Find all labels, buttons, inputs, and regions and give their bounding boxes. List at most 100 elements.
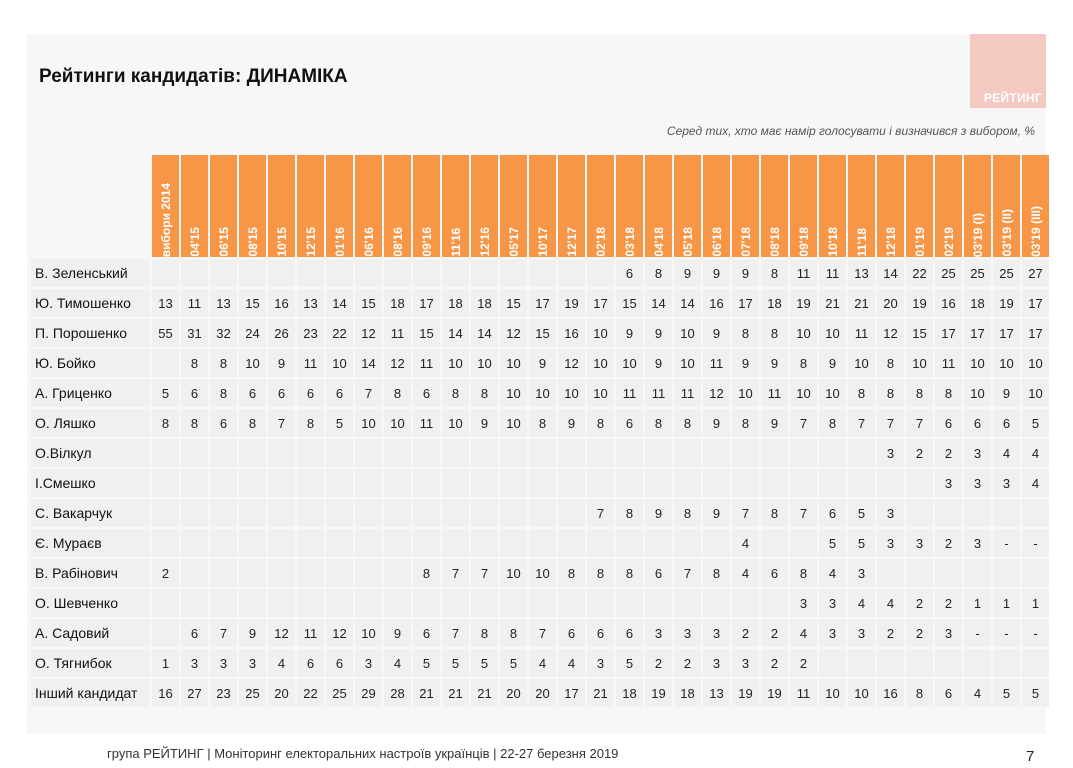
rating-cell [674, 469, 701, 497]
rating-cell [355, 499, 382, 527]
rating-cell [993, 559, 1020, 587]
rating-cell: 9 [703, 499, 730, 527]
column-header: 12'15 [297, 155, 324, 257]
rating-cell: 6 [297, 649, 324, 677]
column-header-label: 08'15 [245, 227, 260, 257]
rating-cell: 11 [790, 259, 817, 287]
rating-cell: 3 [239, 649, 266, 677]
rating-cell: 3 [964, 529, 991, 557]
rating-cell [384, 259, 411, 287]
rating-cell: 8 [877, 379, 904, 407]
rating-cell: 9 [645, 499, 672, 527]
rating-cell: 17 [1022, 319, 1049, 347]
rating-cell [384, 499, 411, 527]
rating-cell: 11 [384, 319, 411, 347]
rating-cell: 25 [964, 259, 991, 287]
rating-cell [819, 469, 846, 497]
rating-cell [761, 469, 788, 497]
rating-cell [239, 559, 266, 587]
rating-cell [935, 649, 962, 677]
rating-cell: 6 [587, 619, 614, 647]
rating-cell [790, 529, 817, 557]
rating-cell [442, 469, 469, 497]
column-header-label: 04'15 [187, 227, 202, 257]
candidate-name: О. Ляшко [31, 409, 150, 437]
rating-cell: 10 [355, 619, 382, 647]
rating-cell [616, 589, 643, 617]
rating-cell: 16 [558, 319, 585, 347]
rating-cell [703, 589, 730, 617]
rating-cell [326, 259, 353, 287]
candidate-name: О.Вілкул [31, 439, 150, 467]
column-header: 12'17 [558, 155, 585, 257]
rating-cell: 17 [413, 289, 440, 317]
rating-cell: 13 [210, 289, 237, 317]
rating-cell: 2 [761, 649, 788, 677]
column-header: 05'17 [500, 155, 527, 257]
rating-cell: 7 [442, 619, 469, 647]
rating-cell: 12 [703, 379, 730, 407]
rating-cell: - [993, 529, 1020, 557]
rating-cell [239, 469, 266, 497]
rating-cell: 1 [993, 589, 1020, 617]
rating-cell [645, 529, 672, 557]
column-header: 05'18 [674, 155, 701, 257]
rating-cell [210, 589, 237, 617]
rating-cell [355, 439, 382, 467]
rating-cell: 17 [964, 319, 991, 347]
column-header-label: 02'19 [941, 227, 956, 257]
rating-cell: 19 [761, 679, 788, 707]
rating-cell: 25 [326, 679, 353, 707]
rating-cell: 8 [790, 349, 817, 377]
rating-cell: 6 [558, 619, 585, 647]
rating-cell [268, 589, 295, 617]
rating-cell: 14 [355, 349, 382, 377]
rating-cell: 5 [326, 409, 353, 437]
rating-cell: 8 [239, 409, 266, 437]
rating-cell: 21 [587, 679, 614, 707]
rating-cell [442, 499, 469, 527]
column-header: 08'16 [384, 155, 411, 257]
rating-cell [239, 259, 266, 287]
rating-cell [558, 589, 585, 617]
rating-cell: 9 [558, 409, 585, 437]
rating-cell: 22 [906, 259, 933, 287]
column-header-label: 01'16 [332, 227, 347, 257]
rating-cell: 3 [964, 439, 991, 467]
candidate-name: С. Вакарчук [31, 499, 150, 527]
rating-cell [181, 469, 208, 497]
rating-cell: 5 [442, 649, 469, 677]
rating-cell: 8 [587, 409, 614, 437]
rating-cell: 4 [732, 529, 759, 557]
rating-cell: 9 [384, 619, 411, 647]
column-header-label: 12'17 [564, 227, 579, 257]
rating-cell [152, 469, 179, 497]
rating-cell [732, 469, 759, 497]
rating-cell [297, 439, 324, 467]
rating-cell [413, 589, 440, 617]
rating-cell: 8 [674, 409, 701, 437]
rating-cell: 8 [732, 319, 759, 347]
rating-cell: 6 [297, 379, 324, 407]
rating-cell: 9 [703, 319, 730, 347]
rating-cell [558, 469, 585, 497]
rating-cell: 2 [732, 619, 759, 647]
rating-cell: 2 [935, 439, 962, 467]
table-row: О. Тягнибок 1 3 3 3 4 6 6 3 4 5 5 5 5 4 4 3 5 2 2 3 3 2 2 [31, 649, 1049, 677]
rating-cell [471, 529, 498, 557]
rating-cell [181, 439, 208, 467]
rating-cell: 4 [1022, 469, 1049, 497]
column-header: 06'16 [355, 155, 382, 257]
rating-cell: 15 [355, 289, 382, 317]
rating-cell: 26 [268, 319, 295, 347]
rating-cell: 4 [877, 589, 904, 617]
rating-cell: 10 [906, 349, 933, 377]
rating-cell: 8 [471, 619, 498, 647]
rating-cell [384, 559, 411, 587]
rating-cell: 31 [181, 319, 208, 347]
rating-cell [529, 499, 556, 527]
rating-cell: 5 [848, 529, 875, 557]
table-row: В. Рабінович 2 8 7 7 10 10 8 8 8 6 7 8 4 6 8 4 3 [31, 559, 1049, 587]
rating-cell: 9 [732, 259, 759, 287]
column-header-label: 05'18 [680, 227, 695, 257]
